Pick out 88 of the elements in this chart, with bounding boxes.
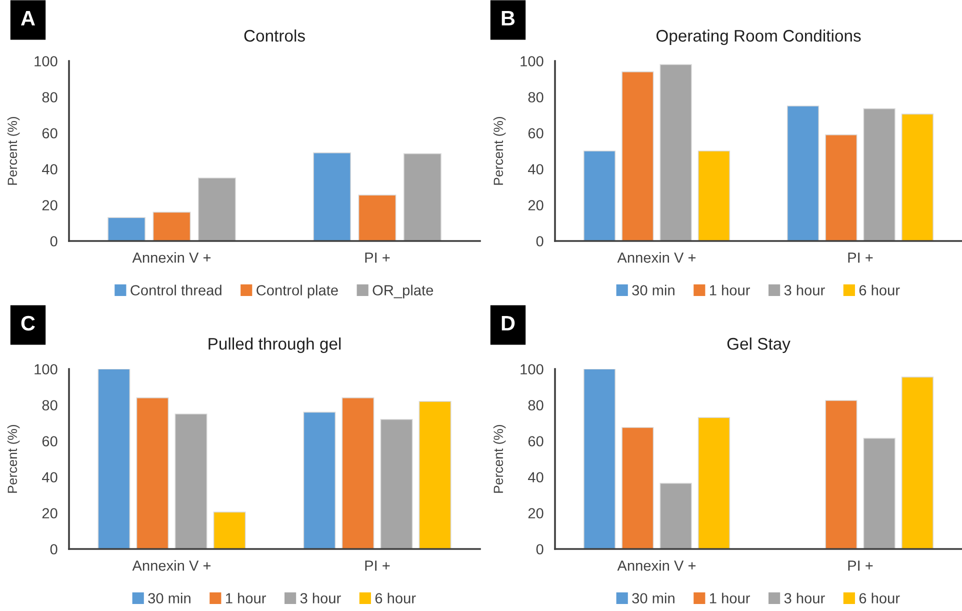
chart-title: Operating Room Conditions <box>656 29 861 46</box>
legend-label: 6 hour <box>859 284 900 296</box>
bar <box>583 369 616 549</box>
y-axis-title: Percent (%) <box>493 116 506 185</box>
legend-label: 30 min <box>632 284 674 296</box>
legend-label: 3 hour <box>784 284 825 296</box>
bar <box>825 134 858 241</box>
legend-label: 1 hour <box>710 284 750 296</box>
y-tick-label: 40 <box>528 472 544 482</box>
y-tick-label: 20 <box>42 508 58 518</box>
chart-title: Pulled through gel <box>208 337 341 354</box>
bar <box>98 369 130 549</box>
bar <box>863 438 896 549</box>
bar <box>213 512 246 549</box>
legend-label: 3 hour <box>784 592 825 604</box>
bar <box>622 71 654 241</box>
y-tick-label: 20 <box>42 200 58 210</box>
bar <box>313 152 351 241</box>
bar <box>174 414 208 549</box>
y-tick-label: 80 <box>528 92 544 102</box>
bar <box>901 376 934 549</box>
legend-label: Control plate <box>256 284 338 298</box>
y-tick-label: 100 <box>34 364 58 374</box>
y-tick-label: 80 <box>42 92 58 102</box>
bar <box>303 412 336 549</box>
bar <box>901 114 934 241</box>
bar <box>198 178 236 241</box>
bar <box>786 106 820 241</box>
bar <box>418 400 452 549</box>
y-tick-label: 100 <box>520 56 544 66</box>
bar <box>698 417 730 549</box>
legend-label: 1 hour <box>226 592 266 604</box>
bar <box>583 150 616 241</box>
x-tick-label: Annexin V + <box>132 252 211 263</box>
bar <box>342 397 374 549</box>
y-tick-label: 0 <box>50 544 58 554</box>
legend-label: 6 hour <box>375 592 416 604</box>
text: C <box>21 316 35 331</box>
text: D <box>502 316 515 330</box>
y-tick-label: 0 <box>536 236 544 246</box>
y-tick-label: 40 <box>42 164 58 174</box>
text: A <box>20 11 35 26</box>
bar <box>825 400 858 549</box>
y-tick-label: 40 <box>42 472 58 482</box>
bar <box>863 108 896 241</box>
y-tick-label: 20 <box>528 508 544 518</box>
bar <box>404 153 442 241</box>
y-tick-label: 100 <box>520 364 544 374</box>
y-tick-label: 80 <box>42 400 58 410</box>
bar <box>136 397 169 549</box>
y-tick-label: 80 <box>528 400 544 410</box>
x-tick-label: PI + <box>365 560 390 571</box>
y-tick-label: 60 <box>528 128 544 138</box>
bar <box>358 194 396 241</box>
chart-title: Controls <box>244 29 305 42</box>
y-tick-label: 0 <box>50 236 58 246</box>
y-tick-label: 0 <box>536 544 544 554</box>
y-tick-label: 60 <box>42 128 58 138</box>
bar <box>622 427 654 549</box>
legend-label: Control thread <box>130 284 222 296</box>
x-tick-label: PI + <box>365 252 390 263</box>
x-tick-label: Annexin V + <box>617 560 696 571</box>
y-axis-title: Percent (%) <box>7 116 20 185</box>
bar <box>108 217 146 241</box>
legend-label: 1 hour <box>710 592 750 604</box>
y-tick-label: 20 <box>528 200 544 210</box>
legend-label: OR_plate <box>372 284 434 298</box>
bar <box>698 150 730 241</box>
x-tick-label: Annexin V + <box>617 252 696 263</box>
y-axis-title: Percent (%) <box>7 424 20 493</box>
x-tick-label: PI + <box>848 560 873 571</box>
legend-label: 3 hour <box>300 592 341 604</box>
y-tick-label: 60 <box>42 436 58 446</box>
legend-label: 30 min <box>148 592 190 604</box>
legend-label: 6 hour <box>859 592 900 604</box>
bar <box>152 212 191 241</box>
bar <box>660 64 692 241</box>
text: B <box>502 11 515 26</box>
bar <box>380 418 413 549</box>
y-tick-label: 40 <box>528 164 544 174</box>
chart-title: Gel Stay <box>727 337 790 354</box>
y-tick-label: 60 <box>528 436 544 446</box>
y-tick-label: 100 <box>34 56 58 66</box>
legend-label: 30 min <box>632 592 674 604</box>
y-axis-title: Percent (%) <box>493 424 506 493</box>
x-tick-label: PI + <box>848 252 873 263</box>
bar <box>660 482 692 549</box>
x-tick-label: Annexin V + <box>132 560 211 571</box>
